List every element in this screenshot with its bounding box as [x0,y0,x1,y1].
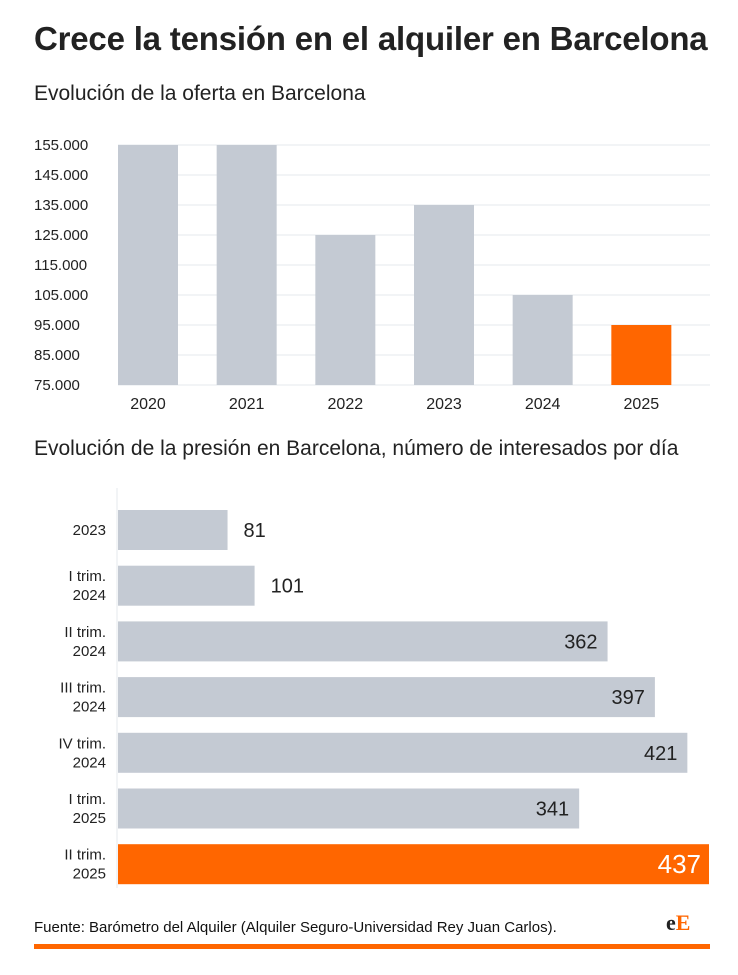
pressure-chart-value-labels: 81 101 362 397 421 341 437 [244,520,701,879]
y-tick-label: 145.000 [34,167,88,184]
y-tick-label: 105.000 [34,287,88,304]
publisher-logo: eE [666,910,690,936]
offer-bar-chart: 75.000 85.000 95.000 105.000 115.000 125.000 1… [34,137,710,413]
offer-chart-bars [118,145,672,385]
bar-II-trim--2025 [118,844,709,885]
category-label: I trim. [69,791,107,808]
y-tick-label: 155.000 [34,137,88,154]
pressure-chart-category-labels: 2023 I trim. 2024 II trim. 2024 III trim. 2024… [59,522,107,883]
y-tick-label: 115.000 [34,257,87,274]
category-label: I trim. [69,568,107,585]
pressure-bar-chart: 2023 I trim. 2024 II trim. 2024 III trim. 2024… [59,488,709,888]
value-label: 437 [658,849,701,879]
y-tick-label: 135.000 [34,197,88,214]
bar-II-trim--2024 [118,621,608,662]
category-label: 2024 [73,643,106,660]
value-label: 362 [564,631,597,653]
category-label: 2025 [73,810,106,827]
bar-2022 [315,235,376,385]
y-tick-label: 125.000 [34,227,88,244]
bar-2020 [118,145,178,385]
value-label: 341 [536,799,569,821]
bar-2023 [118,510,228,550]
bar-2021 [216,145,277,385]
offer-chart-y-labels: 75.000 85.000 95.000 105.000 115.000 125.000 1… [34,137,88,394]
value-label: 101 [271,576,304,598]
category-label: IV trim. [59,735,107,752]
chart-pressure-title: Evolución de la presión en Barcelona, nú… [34,437,679,460]
x-tick-label: 2022 [328,396,364,413]
category-label: II trim. [64,624,106,641]
bar-I-trim--2024 [118,565,255,606]
source-note: Fuente: Barómetro del Alquiler (Alquiler… [34,919,557,936]
value-label: 421 [644,743,677,765]
value-label: 397 [612,687,645,709]
category-label: II trim. [64,847,106,864]
bottom-rule [34,944,710,949]
value-label: 81 [244,520,266,542]
x-tick-label: 2024 [525,396,561,413]
x-tick-label: 2025 [624,396,660,413]
x-tick-label: 2020 [130,396,166,413]
category-label: 2025 [73,866,106,883]
category-label: III trim. [60,680,106,697]
y-tick-label: 95.000 [34,317,80,334]
pressure-chart-bars [118,510,709,885]
bar-I-trim--2025 [118,788,580,829]
bar-IV-trim--2024 [118,732,688,773]
page-title: Crece la tensión en el alquiler en Barce… [34,20,708,57]
category-label: 2024 [73,754,106,771]
x-tick-label: 2021 [229,396,265,413]
bar-2025 [611,325,672,385]
category-label: 2024 [73,699,106,716]
y-tick-label: 75.000 [34,377,80,394]
bar-III-trim--2024 [118,677,655,718]
x-tick-label: 2023 [426,396,462,413]
bar-2023 [414,205,474,385]
offer-chart-x-labels: 2020 2021 2022 2023 2024 2025 [130,396,659,413]
chart-offer-title: Evolución de la oferta en Barcelona [34,82,366,105]
logo-letter-E: E [675,910,691,935]
bar-2024 [512,295,573,385]
category-label: 2024 [73,587,106,604]
category-label: 2023 [73,522,106,539]
logo-letter-e: e [666,910,676,935]
y-tick-label: 85.000 [34,347,80,364]
